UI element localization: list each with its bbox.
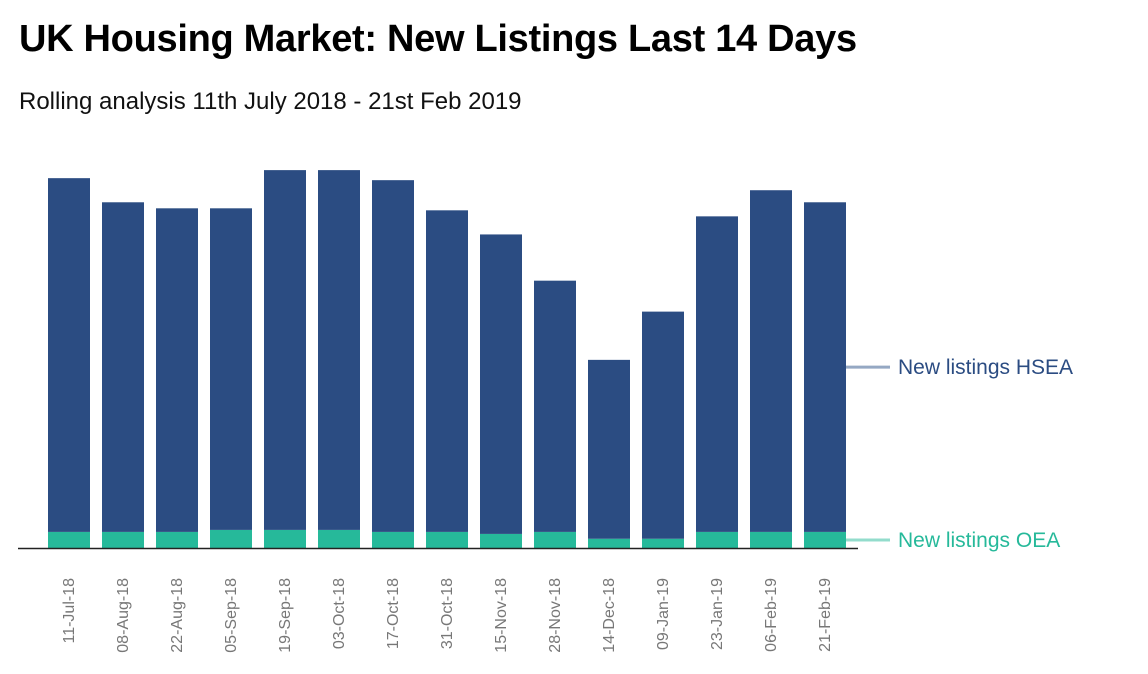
bar-new-listings-oea-09-Jan-19: [642, 538, 684, 548]
bar-new-listings-oea-05-Sep-18: [210, 529, 252, 548]
bar-new-listings-hsea-05-Sep-18: [210, 208, 252, 530]
bar-new-listings-hsea-21-Feb-19: [804, 202, 846, 532]
bar-new-listings-oea-23-Jan-19: [696, 531, 738, 548]
chart-subtitle: Rolling analysis 11th July 2018 - 21st F…: [19, 88, 522, 115]
bar-new-listings-oea-08-Aug-18: [102, 531, 144, 548]
bar-new-listings-hsea-15-Nov-18: [480, 234, 522, 534]
bar-new-listings-oea-11-Jul-18: [48, 531, 90, 548]
bar-new-listings-hsea-17-Oct-18: [372, 180, 414, 532]
x-tick-label: 08-Aug-18: [115, 578, 132, 653]
chart-title: UK Housing Market: New Listings Last 14 …: [19, 18, 857, 60]
x-tick-label: 09-Jan-19: [655, 578, 672, 650]
bar-new-listings-hsea-14-Dec-18: [588, 359, 630, 539]
x-tick-label: 17-Oct-18: [385, 578, 402, 649]
bar-new-listings-hsea-22-Aug-18: [156, 208, 198, 532]
x-tick-label: 21-Feb-19: [817, 578, 834, 652]
x-tick-label: 15-Nov-18: [493, 578, 510, 653]
x-tick-label: 28-Nov-18: [547, 578, 564, 653]
bar-new-listings-oea-03-Oct-18: [318, 529, 360, 548]
x-tick-label: 03-Oct-18: [331, 578, 348, 649]
bar-new-listings-oea-19-Sep-18: [264, 529, 306, 548]
bar-new-listings-oea-21-Feb-19: [804, 531, 846, 548]
bar-new-listings-oea-28-Nov-18: [534, 531, 576, 548]
legend-label-new-listings-hsea: New listings HSEA: [898, 356, 1073, 379]
x-tick-label: 23-Jan-19: [709, 578, 726, 650]
bar-new-listings-oea-17-Oct-18: [372, 531, 414, 548]
bar-new-listings-oea-06-Feb-19: [750, 531, 792, 548]
bar-new-listings-oea-31-Oct-18: [426, 531, 468, 548]
bar-new-listings-oea-15-Nov-18: [480, 533, 522, 548]
bar-new-listings-hsea-31-Oct-18: [426, 210, 468, 532]
x-tick-label: 22-Aug-18: [169, 578, 186, 653]
x-tick-label: 19-Sep-18: [277, 578, 294, 653]
x-tick-label: 14-Dec-18: [601, 578, 618, 653]
bar-new-listings-hsea-23-Jan-19: [696, 216, 738, 532]
x-tick-label: 05-Sep-18: [223, 578, 240, 653]
legend-label-new-listings-oea: New listings OEA: [898, 529, 1060, 552]
x-tick-label: 11-Jul-18: [61, 578, 78, 644]
bar-new-listings-hsea-03-Oct-18: [318, 170, 360, 530]
x-tick-label: 06-Feb-19: [763, 578, 780, 652]
bar-new-listings-oea-22-Aug-18: [156, 531, 198, 548]
bar-new-listings-hsea-09-Jan-19: [642, 311, 684, 539]
bar-new-listings-oea-14-Dec-18: [588, 538, 630, 548]
x-tick-label: 31-Oct-18: [439, 578, 456, 649]
bar-new-listings-hsea-08-Aug-18: [102, 202, 144, 532]
bar-new-listings-hsea-11-Jul-18: [48, 178, 90, 532]
bar-new-listings-hsea-19-Sep-18: [264, 170, 306, 530]
bar-new-listings-hsea-28-Nov-18: [534, 280, 576, 532]
bar-new-listings-hsea-06-Feb-19: [750, 190, 792, 532]
